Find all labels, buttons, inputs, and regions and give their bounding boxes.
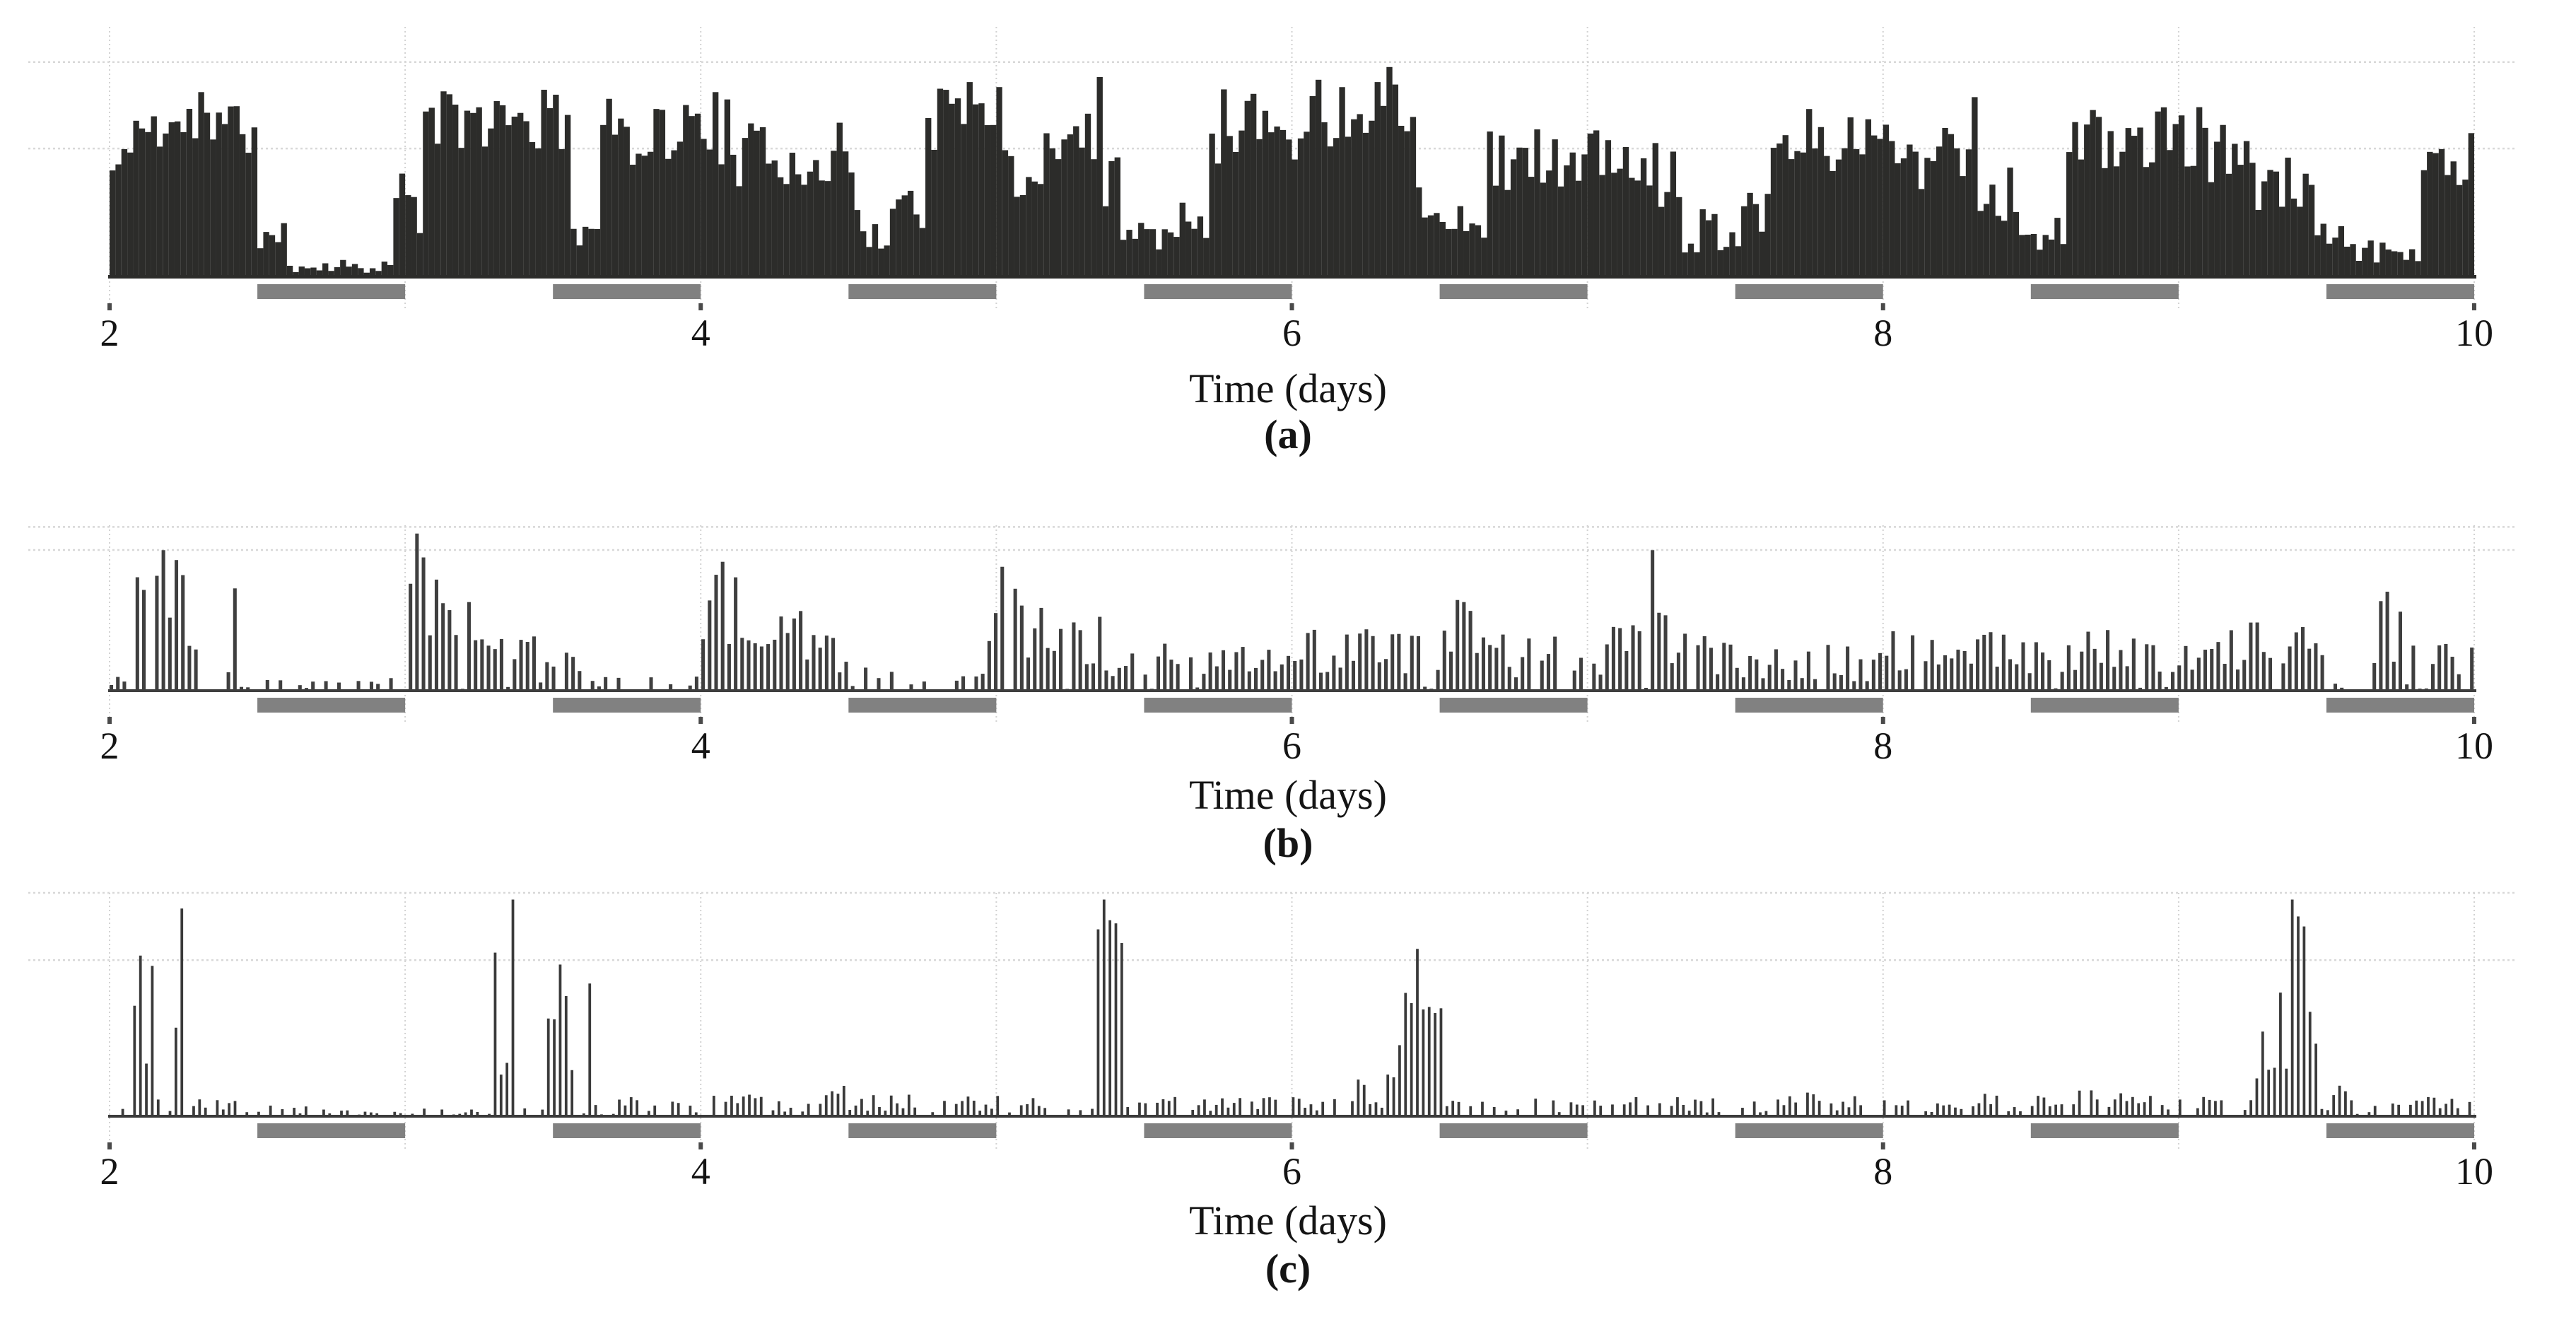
dark-phase-bar <box>2326 698 2474 713</box>
x-axis-line <box>108 689 2476 692</box>
horizontal-gridlines <box>28 891 2517 961</box>
x-tick-label: 6 <box>1282 312 1301 354</box>
x-axis-line <box>108 275 2476 279</box>
x-axis-line <box>108 1115 2476 1118</box>
dark-phase-bar <box>1735 698 1883 713</box>
activity-bars <box>121 899 2471 1117</box>
dark-phase-bar <box>1735 1123 1883 1138</box>
x-tick-label: 6 <box>1282 1150 1301 1193</box>
activity-bars <box>110 533 2474 691</box>
dark-phase-bar <box>848 284 997 299</box>
dark-phase-bar <box>1735 284 1883 299</box>
vertical-gridlines <box>109 27 2475 310</box>
dark-phase-bar <box>848 698 997 713</box>
panel-c-plot <box>28 891 2517 1149</box>
panel-b-letter: (b) <box>1263 820 1313 866</box>
panel-b-plot <box>28 525 2517 724</box>
x-tick-label: 2 <box>100 312 119 354</box>
dark-phase-bar <box>1439 698 1588 713</box>
dark-phase-bars <box>257 284 2474 299</box>
dark-phase-bar <box>2030 1123 2179 1138</box>
x-tick-label: 10 <box>2455 1150 2493 1193</box>
x-tick-label: 8 <box>1873 725 1893 767</box>
x-tick-label: 2 <box>100 725 119 767</box>
dark-phase-bar <box>553 698 701 713</box>
vertical-gridlines <box>109 525 2475 724</box>
panel-c-letter: (c) <box>1265 1246 1311 1292</box>
panel-b-xaxis-title: Time (days) <box>1189 772 1387 818</box>
vertical-gridlines <box>109 893 2475 1149</box>
dark-phase-bar <box>1144 1123 1292 1138</box>
panel-c-xaxis-title: Time (days) <box>1189 1198 1387 1243</box>
horizontal-gridlines <box>28 61 2517 150</box>
dark-phase-bar <box>1144 698 1292 713</box>
dark-phase-bar <box>553 1123 701 1138</box>
x-tick-label: 8 <box>1873 1150 1893 1193</box>
panel-a-letter: (a) <box>1264 411 1312 457</box>
dark-phase-bar <box>2030 284 2179 299</box>
x-tick-label: 4 <box>691 1150 710 1193</box>
x-tick-label: 8 <box>1873 312 1893 354</box>
x-tick-label: 10 <box>2455 312 2493 354</box>
dark-phase-bar <box>1439 284 1588 299</box>
x-tick-marks <box>107 303 2476 310</box>
dark-phase-bar <box>1144 284 1292 299</box>
dark-phase-bars <box>257 698 2474 713</box>
x-tick-label: 6 <box>1282 725 1301 767</box>
dark-phase-bar <box>2326 284 2474 299</box>
dark-phase-bars <box>257 1123 2474 1138</box>
dark-phase-bar <box>257 698 406 713</box>
x-tick-marks <box>107 717 2476 724</box>
x-tick-label: 4 <box>691 312 710 354</box>
dark-phase-bar <box>848 1123 997 1138</box>
horizontal-gridlines <box>28 526 2517 551</box>
dark-phase-bar <box>2030 698 2179 713</box>
dark-phase-bar <box>2326 1123 2474 1138</box>
activity-bars <box>110 66 2474 279</box>
x-tick-label: 2 <box>100 1150 119 1193</box>
x-tick-marks <box>107 1142 2476 1149</box>
dark-phase-bar <box>1439 1123 1588 1138</box>
dark-phase-bar <box>257 1123 406 1138</box>
panel-a-plot <box>28 27 2517 310</box>
dark-phase-bar <box>553 284 701 299</box>
panel-a-xaxis-title: Time (days) <box>1189 365 1387 411</box>
x-tick-label: 10 <box>2455 725 2493 767</box>
x-tick-label: 4 <box>691 725 710 767</box>
dark-phase-bar <box>257 284 406 299</box>
